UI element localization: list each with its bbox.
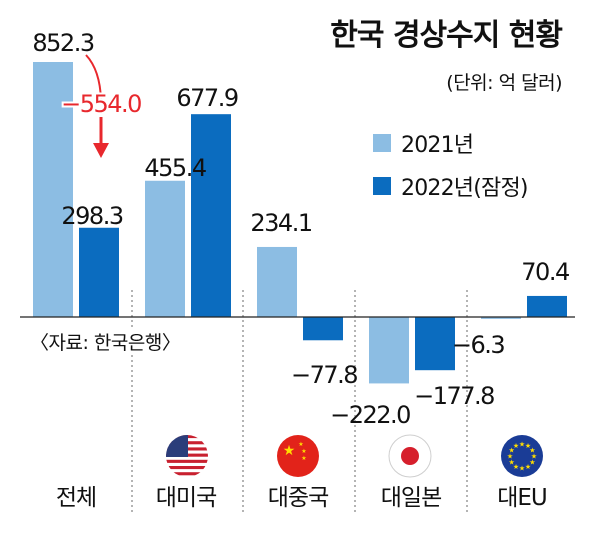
value-label-2022-japan: −177.8	[414, 382, 494, 410]
bar-2021-us	[145, 180, 185, 317]
eu-flag-star: ★	[513, 463, 519, 471]
value-label-2022-total: 298.3	[61, 202, 122, 230]
us-flag-icon	[166, 435, 208, 477]
chart-title: 한국 경상수지 현황	[330, 18, 563, 53]
eu-flag-star: ★	[525, 442, 531, 450]
value-label-2021-eu: −6.3	[452, 331, 505, 359]
source-note: 〈자료: 한국은행〉	[30, 328, 185, 355]
value-label-2021-japan: −222.0	[330, 401, 410, 429]
bar-2022-us	[191, 114, 231, 318]
category-label-total: 전체	[55, 485, 97, 511]
bar-2021-total	[33, 62, 73, 317]
bar-2022-japan	[415, 317, 455, 371]
bar-2022-china	[303, 317, 343, 341]
china-flag-icon	[277, 435, 319, 477]
legend-label-2021: 2021년	[401, 133, 474, 158]
bar-2021-china	[257, 246, 297, 317]
value-label-2022-china: −77.8	[291, 361, 357, 389]
eu-flag-star: ★	[529, 459, 535, 467]
eu-flag-star: ★	[508, 447, 514, 455]
eu-flag-star: ★	[525, 463, 531, 471]
eu-flag-star: ★	[529, 447, 535, 455]
category-label-us: 대미국	[155, 485, 217, 511]
value-label-2022-eu: 70.4	[521, 258, 569, 286]
legend-item-2021: 2021년	[373, 127, 474, 159]
bar-2022-eu	[527, 295, 567, 317]
annotation-label: −554.0	[61, 90, 141, 118]
eu-flag-star: ★	[508, 459, 514, 467]
unit-label: (단위: 억 달러)	[446, 72, 562, 94]
eu-flag-star: ★	[519, 441, 525, 449]
legend-swatch-2022	[373, 177, 391, 195]
value-label-2021-us: 455.4	[144, 154, 205, 182]
value-label-2021-china: 234.1	[250, 209, 311, 237]
eu-flag-star: ★	[531, 453, 537, 461]
bar-2021-eu	[481, 317, 521, 319]
legend-label-2022: 2022년(잠정)	[401, 176, 528, 201]
category-label-china: 대중국	[267, 485, 329, 511]
value-label-2022-us: 677.9	[176, 84, 237, 112]
eu-flag-star: ★	[519, 465, 525, 473]
annotation-arrowhead	[93, 143, 109, 158]
china-flag-star-small: ★	[298, 441, 303, 448]
category-label-japan: 대일본	[380, 485, 442, 511]
bar-2022-total	[79, 227, 119, 317]
legend-item-2022: 2022년(잠정)	[373, 170, 528, 202]
china-flag-star-small: ★	[301, 455, 306, 462]
bar-2021-japan	[369, 317, 409, 384]
category-label-eu: 대EU	[497, 485, 548, 511]
value-label-2021-total: 852.3	[32, 29, 93, 57]
eu-flag-star: ★	[513, 442, 519, 450]
legend-swatch-2021	[373, 134, 391, 152]
annotation-curve	[85, 54, 102, 101]
eu-flag-star: ★	[507, 453, 513, 461]
china-flag-star-small: ★	[301, 448, 306, 455]
eu-flag-icon	[501, 435, 543, 477]
japan-flag-disc	[401, 447, 419, 465]
china-flag-star: ★	[283, 443, 296, 459]
legend: 2021년 2022년(잠정)	[351, 113, 569, 213]
